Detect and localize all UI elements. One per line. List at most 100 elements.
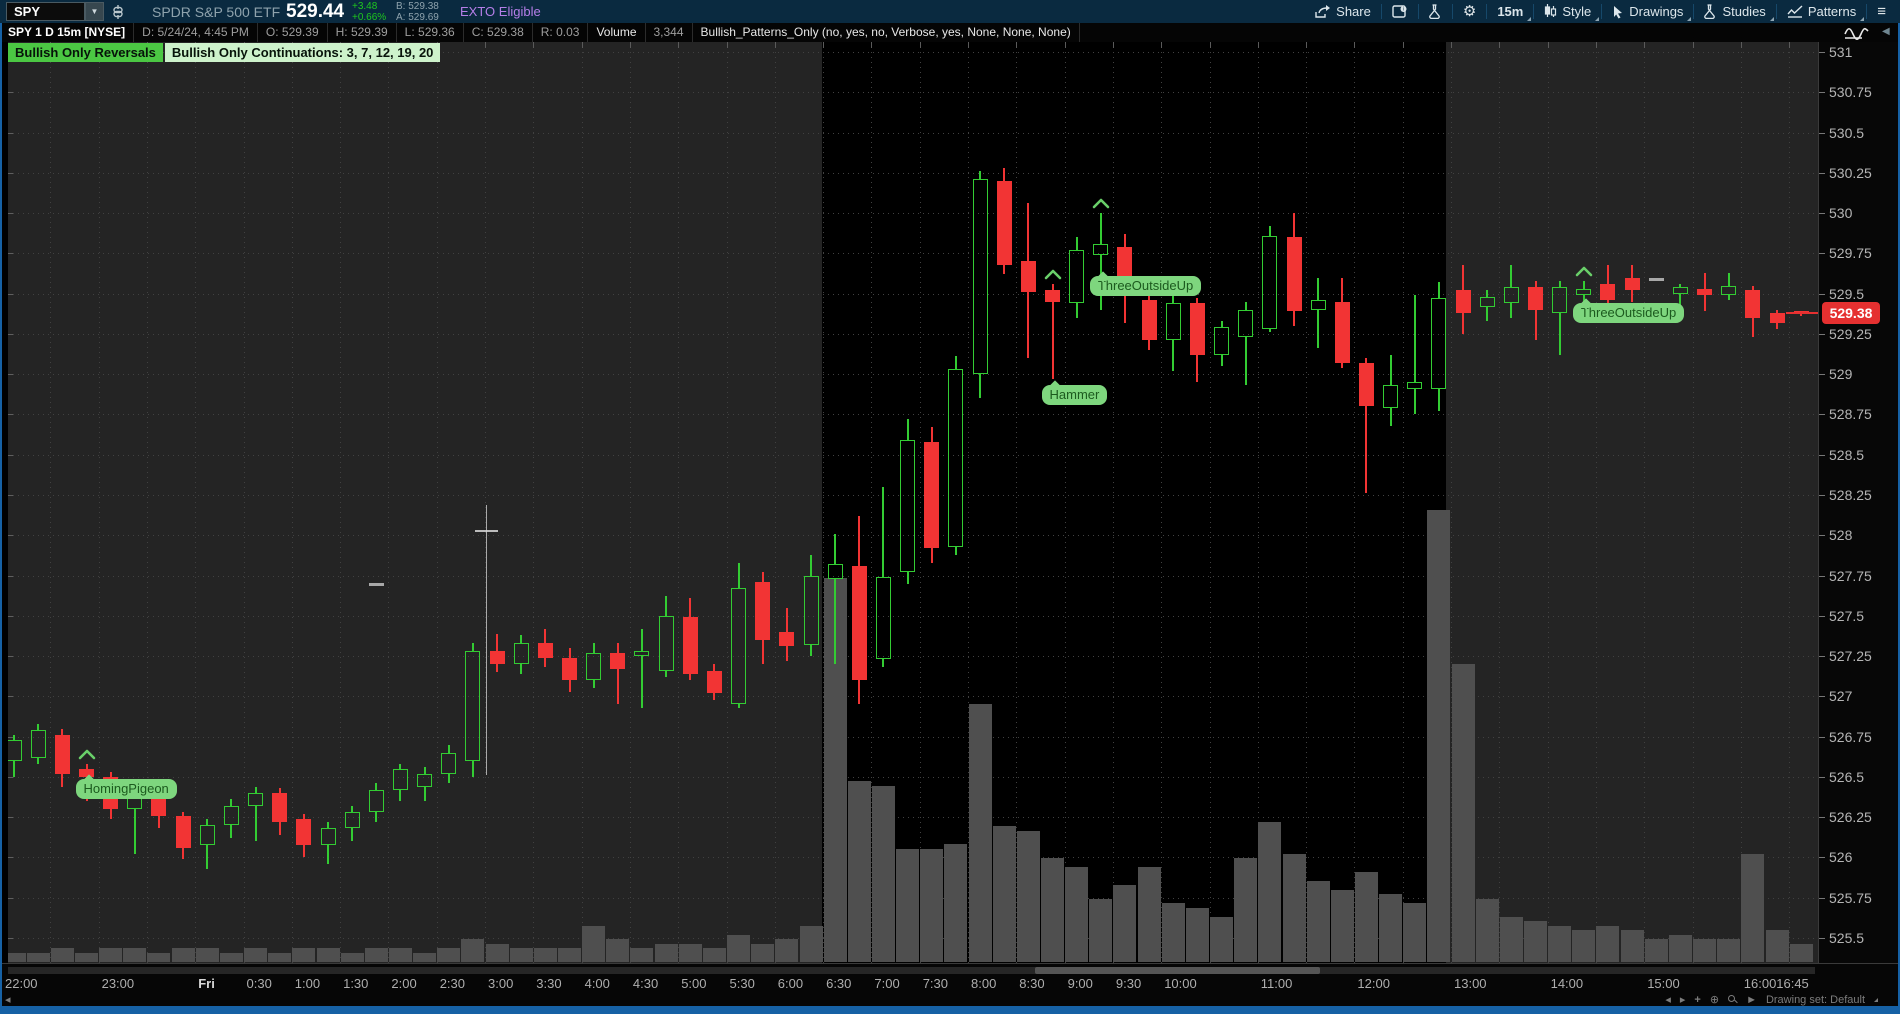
- candle-body: [948, 369, 964, 547]
- h-gridline: [8, 736, 1818, 738]
- h-gridline: [8, 92, 1818, 94]
- volume-bar: [461, 939, 485, 962]
- candle-wick: [1703, 272, 1706, 289]
- style-dropdown[interactable]: Style: [1534, 0, 1601, 23]
- candle-wick: [640, 656, 643, 708]
- volume-bar: [1451, 663, 1475, 962]
- candle-wick: [785, 607, 788, 632]
- volume-bar: [1089, 898, 1113, 962]
- volume-bar: [268, 952, 292, 962]
- price-axis-label: 527: [1829, 688, 1853, 705]
- study-chip[interactable]: Bullish Only Reversals: [8, 43, 163, 62]
- volume-bar: [316, 948, 340, 962]
- time-axis-label: 7:30: [922, 976, 948, 991]
- candle-body: [803, 575, 819, 645]
- news-report-button[interactable]: i: [1382, 0, 1418, 23]
- time-axis[interactable]: 22:00 23:00 Fri 0:30 1:00 1:30 2:00 2:30 3:00 3:3…: [0, 963, 1900, 993]
- v-gridline: [726, 42, 728, 963]
- left-price-tick: [8, 938, 13, 940]
- candle-wick: [592, 643, 595, 653]
- share-button[interactable]: Share: [1305, 0, 1381, 23]
- candle-body: [1189, 303, 1205, 355]
- analyze-button[interactable]: [1419, 0, 1452, 23]
- top-time-tick: [1789, 42, 1791, 48]
- h-gridline: [8, 575, 1818, 577]
- patterns-dropdown[interactable]: Patterns: [1777, 0, 1866, 23]
- candle-wick: [1679, 283, 1682, 288]
- settings-button[interactable]: ⚙: [1453, 0, 1486, 23]
- volume-bar: [1065, 867, 1089, 962]
- candle-wick: [1727, 272, 1730, 286]
- time-axis-label: Fri: [198, 976, 215, 991]
- crosshair-vline: [486, 505, 488, 775]
- h-gridline: [8, 495, 1818, 496]
- price-axis-tick: [1819, 495, 1825, 496]
- price-axis[interactable]: 531 530.75 530.5 530.25 530 529.75 529.5 529.25…: [1818, 42, 1900, 963]
- candle-body: [344, 812, 360, 829]
- candle-wick: [1148, 340, 1151, 350]
- symbol-input[interactable]: SPY: [6, 2, 85, 21]
- studies-dropdown[interactable]: Studies: [1694, 0, 1775, 23]
- left-price-tick: [8, 92, 13, 94]
- top-time-tick: [968, 42, 969, 48]
- candle-wick: [133, 809, 136, 855]
- interval-dropdown[interactable]: 15m: [1487, 0, 1533, 23]
- candle-body: [634, 651, 650, 657]
- v-gridline: [1016, 42, 1018, 963]
- candle-wick: [1776, 309, 1779, 313]
- volume-bar: [292, 948, 316, 962]
- price-axis-tick: [1819, 938, 1825, 940]
- cursor-icon[interactable]: ►: [1746, 993, 1757, 1006]
- left-price-tick: [8, 414, 13, 416]
- scroll-left-icon[interactable]: ◂: [5, 994, 11, 1006]
- volume-bar: [1499, 916, 1523, 962]
- price-axis-label: 529: [1829, 366, 1853, 383]
- drawings-dropdown[interactable]: Drawings: [1602, 0, 1693, 23]
- collapse-panel-icon[interactable]: ◀: [1882, 26, 1890, 37]
- chart-plot[interactable]: HomingPigeon Hammer ThreeOutsideUp ThreeOut…: [8, 42, 1818, 963]
- candle-wick: [1027, 203, 1030, 262]
- link-chart-icon[interactable]: [112, 4, 124, 20]
- top-time-tick: [823, 42, 825, 48]
- h-scrollbar-track[interactable]: [8, 967, 1815, 974]
- candle-wick: [1462, 312, 1465, 334]
- volume-bar: [775, 939, 799, 962]
- candle-body: [151, 796, 167, 816]
- pan-icon[interactable]: +: [1694, 993, 1701, 1006]
- candle-wick: [1558, 312, 1561, 355]
- target-icon[interactable]: ⊕: [1709, 994, 1720, 1006]
- candle-wick: [1220, 354, 1223, 367]
- candle-wick: [1437, 282, 1440, 299]
- volume-bar: [388, 948, 412, 962]
- drawing-set-selector[interactable]: Drawing set: Default: [1765, 993, 1865, 1006]
- chart-menu-button[interactable]: ≡: [1867, 0, 1896, 23]
- scroll-right-icon[interactable]: ▸: [1679, 994, 1686, 1006]
- v-gridline: [1740, 42, 1742, 963]
- zoom-icon[interactable]: [1728, 995, 1738, 1004]
- candle-body: [1286, 237, 1302, 312]
- volume-bar: [485, 943, 509, 962]
- pattern-indicator-icon[interactable]: [1844, 25, 1870, 40]
- scroll-left-icon[interactable]: ◂: [1665, 994, 1671, 1006]
- volume-bar: [1185, 907, 1209, 962]
- h-gridline: [8, 817, 1818, 819]
- candle-body: [1576, 288, 1592, 296]
- candle-body: [658, 615, 674, 671]
- volume-bar: [1403, 903, 1427, 962]
- candle-wick: [1244, 301, 1247, 310]
- last-price: 529.44: [286, 1, 345, 22]
- h-scrollbar-thumb[interactable]: [1035, 967, 1320, 974]
- candle-body: [851, 565, 867, 681]
- price-axis-label: 527.25: [1829, 648, 1872, 665]
- candle-body: [1431, 298, 1447, 389]
- top-time-tick: [919, 42, 921, 48]
- time-axis-label: 1:00: [294, 976, 321, 991]
- candle-wick: [882, 659, 885, 668]
- study-chip[interactable]: Bullish Only Continuations: 3, 7, 12, 19…: [164, 43, 441, 62]
- candle-wick: [568, 648, 571, 658]
- symbol-dropdown-button[interactable]: ▼: [85, 2, 104, 21]
- price-axis-tick: [1819, 615, 1825, 617]
- candle-wick: [1365, 358, 1368, 363]
- candle-wick: [689, 598, 692, 618]
- candle-wick: [37, 757, 40, 765]
